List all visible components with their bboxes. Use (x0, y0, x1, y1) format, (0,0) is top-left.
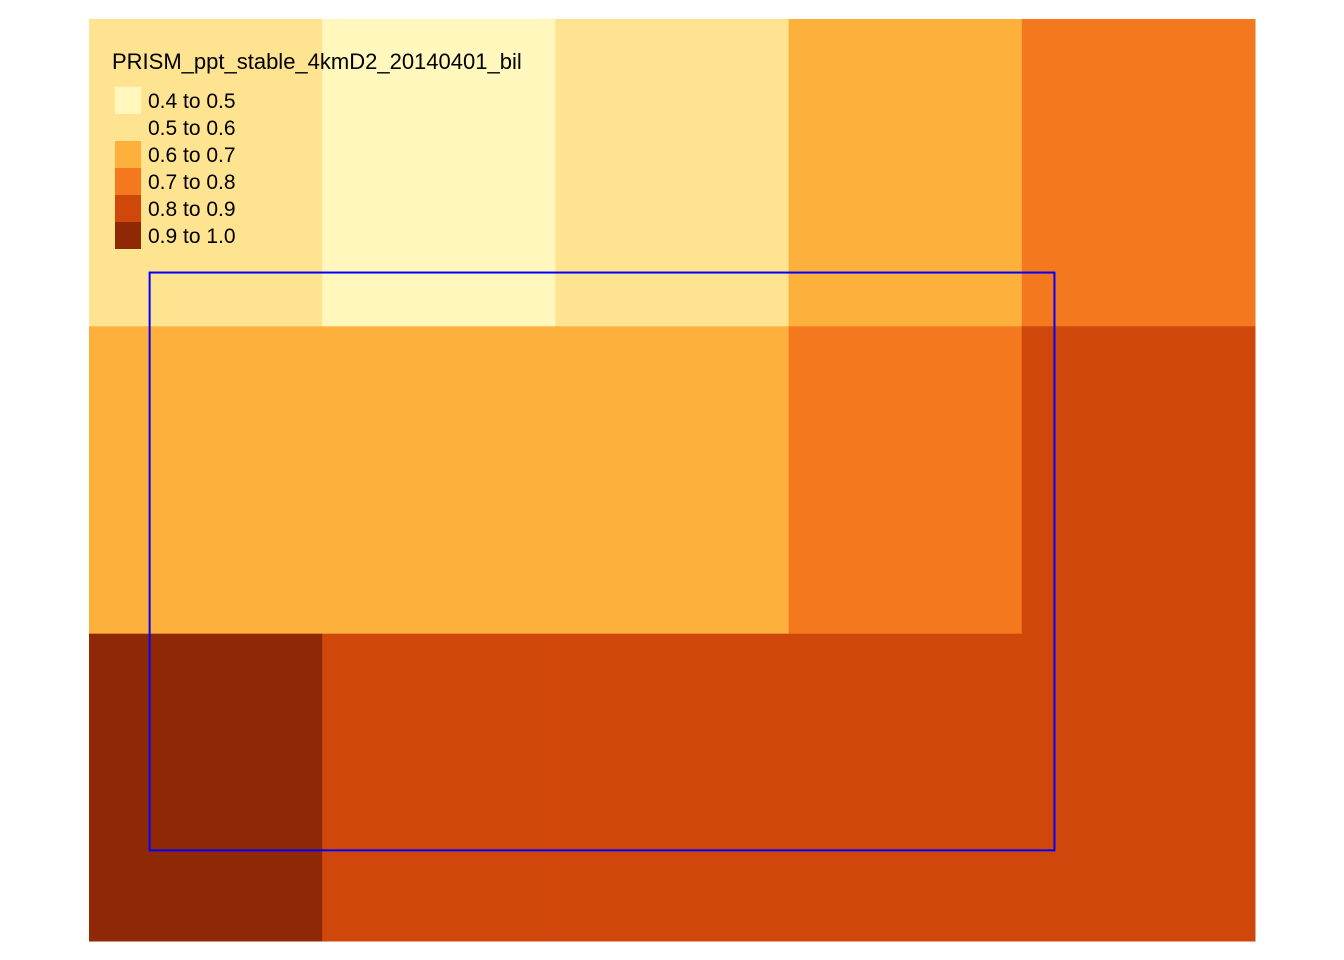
bounding-box-overlay (148, 271, 1056, 852)
raster-cell (788, 326, 1023, 635)
legend-label: 0.8 to 0.9 (148, 198, 236, 221)
legend-title: PRISM_ppt_stable_4kmD2_20140401_bil (112, 49, 522, 74)
raster-cell (555, 633, 790, 942)
legend: PRISM_ppt_stable_4kmD2_20140401_bil 0.4 … (112, 49, 522, 249)
raster-cell (788, 19, 1023, 327)
legend-swatch (115, 87, 141, 114)
raster-cell (555, 19, 790, 327)
raster-cell (1021, 326, 1256, 635)
raster-cell (322, 633, 556, 942)
raster-cell (322, 19, 556, 327)
legend-label: 0.7 to 0.8 (148, 171, 236, 194)
raster-cell (89, 633, 323, 942)
legend-label: 0.5 to 0.6 (148, 117, 236, 140)
legend-label: 0.9 to 1.0 (148, 225, 236, 248)
legend-swatch (115, 168, 141, 195)
legend-swatch (115, 114, 141, 141)
raster-cell (322, 326, 556, 635)
legend-swatch (115, 195, 141, 222)
legend-label: 0.6 to 0.7 (148, 144, 236, 167)
raster-cell (788, 633, 1023, 942)
legend-swatch (115, 222, 141, 249)
raster-cell (555, 326, 790, 635)
raster-cell (89, 326, 323, 635)
legend-items: 0.4 to 0.5 0.5 to 0.6 0.6 to 0.7 0.7 to 0.8… (115, 87, 236, 249)
legend-swatch (115, 141, 141, 168)
raster-cell (1021, 633, 1256, 942)
legend-label: 0.4 to 0.5 (148, 90, 236, 113)
raster-cell (1021, 19, 1256, 327)
raster-cells (89, 19, 1256, 942)
